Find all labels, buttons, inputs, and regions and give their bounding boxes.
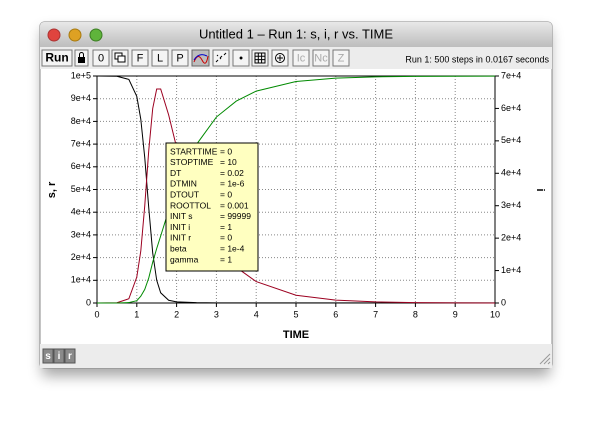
bottom-bar [40,344,552,368]
parameter-value: = 1e-6 [220,179,245,189]
y-tick-label: 9e+4 [71,93,91,103]
toolbar-button-label: P [176,52,183,64]
x-tick-label: 8 [413,309,418,319]
toolbar-button[interactable] [232,49,250,67]
toolbar-button-label: L [157,52,163,64]
y2-tick-label: 3e+4 [501,200,521,210]
x-tick-label: 2 [174,309,179,319]
run-label: Run [45,51,68,65]
series-line [96,88,496,304]
parameter-name: DTOUT [170,189,199,199]
y-tick-label: 6e+4 [71,161,91,171]
toolbar-button[interactable] [171,49,189,67]
parameter-value: = 1e-4 [220,243,245,253]
scatter-button[interactable] [212,49,230,67]
series-toggle[interactable] [64,348,76,364]
toolbar-button[interactable] [292,49,310,67]
x-tick-label: 0 [94,309,99,319]
parameter-value: = 0.001 [220,200,249,210]
y2-tick-label: 7e+4 [501,70,521,80]
resize-grip[interactable] [539,353,551,365]
parameter-value: = 0.02 [220,168,244,178]
overlay-button[interactable] [111,49,129,67]
run-status: Run 1: 500 steps in 0.0167 seconds [405,54,549,64]
y-tick-label: 4e+4 [71,207,91,217]
y2-tick-label: 2e+4 [501,233,521,243]
toolbar-button[interactable] [131,49,149,67]
series-toggle-label: s [45,351,51,362]
series-toggle[interactable] [42,348,54,364]
parameter-value: = 0 [220,233,232,243]
zoom-button[interactable] [89,28,103,42]
close-button[interactable] [47,28,61,42]
minimize-button[interactable] [68,28,82,42]
lock-icon[interactable] [74,49,89,67]
run-button[interactable] [41,49,73,67]
y-tick-label: 1e+4 [71,275,91,285]
y-tick-label: 8e+4 [71,116,91,126]
toolbar-button-label: Z [338,52,345,64]
toolbar-button-label: • [239,52,243,64]
parameter-value: = 0 [220,146,232,156]
toolbar-button[interactable] [312,49,330,67]
parameter-name: DT [170,168,181,178]
series-toggle-label: r [68,351,72,362]
parameter-name: INIT i [170,222,190,232]
parameter-name: DTMIN [170,179,197,189]
window-title: Untitled 1 – Run 1: s, i, r vs. TIME [199,26,393,41]
toolbar-button[interactable] [92,49,110,67]
parameter-name: beta [170,243,187,253]
y-tick-label: 5e+4 [71,184,91,194]
x-tick-label: 10 [490,309,500,319]
x-tick-label: 5 [293,309,298,319]
parameter-name: STOPTIME [170,157,214,167]
y-tick-label: 3e+4 [71,229,91,239]
curve-button[interactable] [191,49,210,67]
parameter-name: INIT s [170,211,193,221]
zoom-plus-button[interactable] [271,49,289,67]
x-tick-label: 3 [214,309,219,319]
toolbar-button[interactable] [332,49,350,67]
title-bar [40,22,552,47]
y2-tick-label: 5e+4 [501,135,521,145]
y-tick-label: 1e+5 [71,70,91,80]
parameter-name: INIT r [170,233,191,243]
parameter-value: = 10 [220,157,237,167]
series-toggle[interactable] [53,348,65,364]
y2-axis-label: i [534,188,546,191]
parameter-value: = 0 [220,189,232,199]
parameter-name: STARTTIME [170,146,218,156]
toolbar-button[interactable] [151,49,169,67]
x-tick-label: 4 [254,309,259,319]
grid-button[interactable] [251,49,269,67]
y2-tick-label: 6e+4 [501,103,521,113]
y2-tick-label: 4e+4 [501,168,521,178]
parameter-value: = 1 [220,254,232,264]
y-axis-label: s, r [46,181,58,198]
x-axis-label: TIME [283,329,309,341]
x-tick-label: 6 [333,309,338,319]
toolbar-button-label: Ic [297,52,306,64]
y2-tick-label: 0 [501,297,506,307]
y-tick-label: 0 [86,297,91,307]
parameter-box-bg [165,142,259,272]
x-tick-label: 9 [453,309,458,319]
x-tick-label: 1 [134,309,139,319]
x-tick-label: 7 [373,309,378,319]
parameter-value: = 99999 [220,211,251,221]
parameter-name: ROOTTOL [170,200,211,210]
toolbar-button-label: F [137,52,144,64]
series-line [96,75,495,304]
series-toggle-label: i [58,351,61,362]
y-tick-label: 2e+4 [71,252,91,262]
y2-tick-label: 1e+4 [501,265,521,275]
parameter-value: = 1 [220,222,232,232]
toolbar-button-label: Nc [314,52,328,64]
y-tick-label: 7e+4 [71,138,91,148]
parameter-name: gamma [170,254,199,264]
toolbar-button-label: 0 [98,52,104,64]
